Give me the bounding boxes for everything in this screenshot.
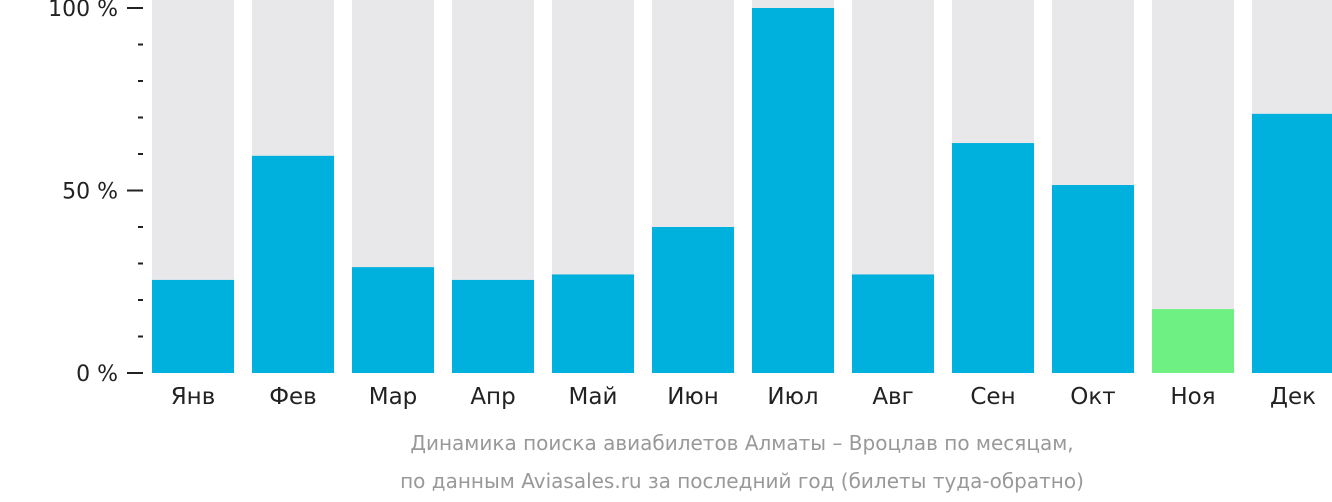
x-tick-label: Июл — [767, 384, 818, 410]
x-tick-label: Мар — [369, 384, 418, 410]
x-tick-label: Май — [569, 384, 618, 410]
y-axis: 100 % 50 % 0 % — [48, 0, 143, 387]
x-tick-label: Дек — [1270, 384, 1316, 410]
x-tick-label: Авг — [872, 384, 913, 410]
bar — [1052, 185, 1134, 373]
data-bars — [152, 8, 1332, 373]
x-tick-label: Окт — [1070, 384, 1115, 410]
x-tick-label: Сен — [970, 384, 1015, 410]
bar — [252, 155, 334, 373]
y-tick-label: 50 % — [62, 180, 118, 205]
bar — [152, 279, 234, 373]
bar — [952, 143, 1034, 373]
y-tick-label: 0 % — [76, 362, 118, 387]
x-tick-label: Янв — [171, 384, 216, 410]
bar — [352, 267, 434, 373]
bar — [652, 227, 734, 373]
y-tick-label: 100 % — [48, 0, 118, 22]
bar — [452, 279, 534, 373]
x-tick-label: Ноя — [1170, 384, 1215, 410]
x-tick-label: Фев — [269, 384, 317, 410]
x-tick-label: Июн — [667, 384, 719, 410]
bar — [1152, 309, 1234, 373]
x-tick-label: Апр — [470, 384, 515, 410]
bar — [752, 8, 834, 373]
caption-line-1: Динамика поиска авиабилетов Алматы – Вро… — [410, 431, 1073, 455]
x-axis: Янв Фев Мар Апр Май Июн Июл Авг Сен Окт Ноя Дек — [171, 384, 1316, 410]
bar — [852, 274, 934, 373]
bar — [1252, 113, 1332, 373]
caption-line-2: по данным Aviasales.ru за последний год … — [400, 469, 1084, 493]
bar — [552, 274, 634, 373]
